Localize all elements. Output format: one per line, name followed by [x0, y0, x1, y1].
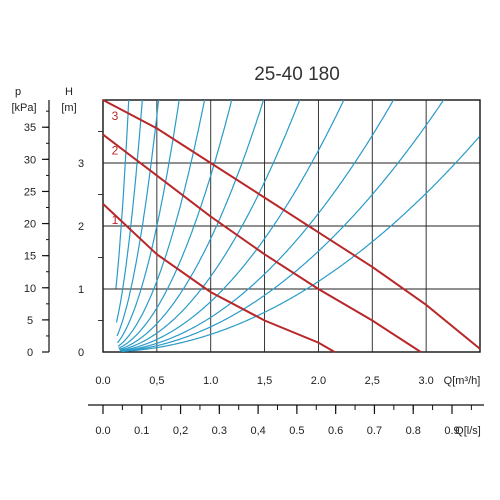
- x-tick-label: 0,5: [149, 375, 164, 387]
- p-tick-label: 20: [24, 219, 36, 231]
- x-tick-label: 2.0: [311, 375, 326, 387]
- ls-tick-label: 0.6: [328, 425, 343, 437]
- system-curve-line: [121, 99, 445, 352]
- ls-tick-label: 0.5: [289, 425, 304, 437]
- h-tick-label: 0: [78, 347, 84, 359]
- series-label: 1: [112, 213, 119, 227]
- h-tick-label: 2: [78, 221, 84, 233]
- h-tick-label: 3: [78, 158, 84, 170]
- p-tick-label: 5: [27, 315, 33, 327]
- pump-curve-3: [102, 99, 481, 350]
- pump-curve-1: [102, 203, 336, 353]
- system-curve-line: [119, 99, 265, 350]
- system-curves: [115, 99, 480, 353]
- y-axis-h-unit: [m]: [61, 102, 76, 114]
- x-tick-label: 0.0: [95, 375, 110, 387]
- ls-tick-label: 0,2: [173, 425, 188, 437]
- p-tick-label: 35: [24, 122, 36, 134]
- system-curve-line: [121, 136, 480, 353]
- ls-tick-label: 0.0: [95, 425, 110, 437]
- p-tick-label: 0: [27, 347, 33, 359]
- grid: [98, 99, 481, 353]
- p-tick-label: 25: [24, 186, 36, 198]
- system-curve-line: [120, 99, 394, 352]
- x-tick-label: 3.0: [418, 375, 433, 387]
- y-axis-h-label: H: [65, 86, 73, 98]
- x-tick-label: 2,5: [365, 375, 380, 387]
- system-curve-line: [117, 99, 206, 347]
- ls-tick-label: 0.7: [367, 425, 382, 437]
- ls-tick-label: 0.8: [406, 425, 421, 437]
- series-label: 2: [112, 144, 119, 158]
- pump-curve-2: [102, 133, 422, 353]
- p-tick-label: 30: [24, 154, 36, 166]
- x-axis-secondary-label: Q[l/s]: [455, 425, 481, 437]
- system-curve-line: [120, 99, 345, 352]
- x-tick-label: 1.0: [203, 375, 218, 387]
- p-tick-label: 10: [24, 283, 36, 295]
- y-axis-p-label: p: [15, 86, 21, 98]
- ls-tick-label: 0.3: [212, 425, 227, 437]
- system-curve-line: [119, 99, 301, 351]
- ls-tick-label: 0,4: [250, 425, 265, 437]
- x-axis-label: Q[m³/h]: [444, 375, 481, 387]
- ls-tick-label: 0.1: [134, 425, 149, 437]
- series-label: 3: [112, 109, 119, 123]
- pump-curves: 1 2 3: [102, 99, 481, 353]
- system-curve-line: [117, 99, 180, 344]
- p-tick-label: 15: [24, 251, 36, 263]
- chart-title: 25-40 180: [254, 64, 340, 85]
- y-axis-p-unit: [kPa]: [11, 102, 36, 114]
- h-tick-label: 1: [78, 284, 84, 296]
- system-curve-line: [116, 99, 160, 337]
- system-curve-line: [115, 99, 130, 289]
- system-curve-line: [115, 100, 143, 323]
- ls-tick-label: 0.9: [444, 425, 459, 437]
- axes: 0.0 0,5 1.0 1,5 2.0 2,5 3.00123051015202530350…: [24, 100, 484, 437]
- x-tick-label: 1,5: [257, 375, 272, 387]
